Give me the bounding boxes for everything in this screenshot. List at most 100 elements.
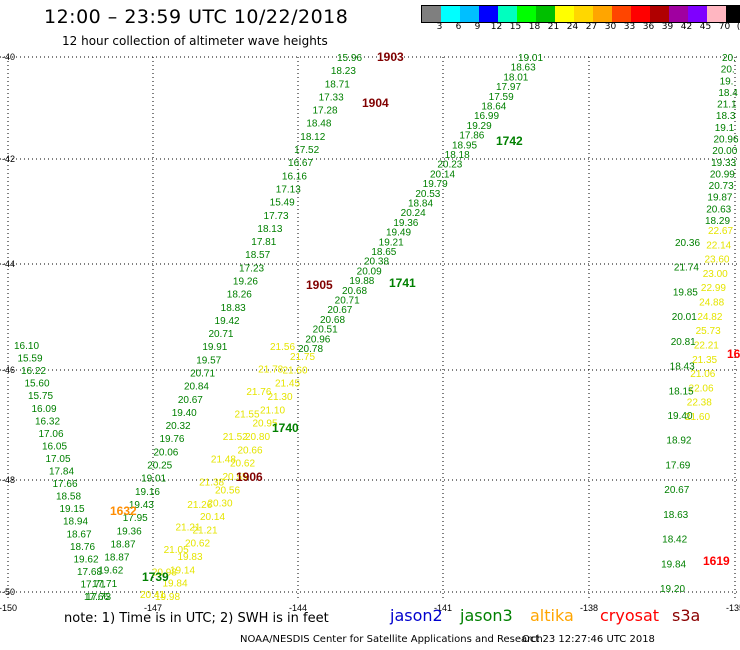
legend-swatch — [707, 6, 726, 22]
swh-label: 21.74 — [674, 263, 699, 274]
track-number-label: 1906 — [236, 470, 263, 484]
swh-label: 20.23 — [437, 160, 462, 171]
track-number-label: 1632 — [110, 504, 137, 518]
swh-label: 21.75 — [290, 352, 315, 363]
swh-label: 18.64 — [481, 102, 506, 113]
legend-label: 6 — [455, 22, 462, 32]
swh-label: 18.84 — [408, 199, 433, 210]
swh-label: 17.23 — [239, 263, 264, 274]
swh-label: 20.51 — [313, 325, 338, 336]
swh-label: 15.49 — [270, 198, 295, 209]
legend-jason3: jason3 — [460, 606, 513, 625]
swh-label: 20.71 — [335, 296, 360, 307]
swh-label: 20.73 — [709, 181, 734, 192]
swh-label: 20.25 — [147, 461, 172, 472]
swh-label: 18.42 — [662, 535, 687, 546]
swh-label: 19.76 — [159, 434, 184, 445]
swh-label: 18.95 — [452, 140, 477, 151]
swh-label: 24.88 — [699, 298, 724, 309]
swh-label: 19.21 — [379, 237, 404, 248]
legend-swatch — [498, 6, 517, 22]
swh-label: 18.63 — [663, 510, 688, 521]
legend-label: 45 — [699, 22, 712, 32]
track-number-label: 1740 — [272, 421, 299, 435]
wave-height-labels: 15.96 18.23 18.71 17.33 17.28 18.48 18.12 17.52… — [14, 53, 739, 603]
swh-label: 19.16 — [135, 487, 160, 498]
swh-label: 20.81 — [671, 337, 696, 348]
legend-label: 12 — [490, 22, 503, 32]
legend-swatch — [441, 6, 460, 22]
legend-swatch — [669, 6, 688, 22]
legend-label: 18 — [528, 22, 541, 32]
swh-label: 18.76 — [70, 542, 95, 553]
swh-label: 16.22 — [21, 366, 46, 377]
swh-label: 21.10 — [260, 405, 285, 416]
lat-lon-grid — [0, 56, 740, 600]
swh-label: 16.10 — [14, 341, 39, 352]
swh-label: 19.43 — [129, 500, 154, 511]
swh-label: 19.40 — [668, 411, 693, 422]
lon-tick-label: -147 — [144, 603, 162, 613]
swh-label: 20.96 — [714, 135, 739, 146]
swh-label: 19.36 — [117, 526, 142, 537]
swh-label: 19.87 — [707, 193, 732, 204]
swh-label: 21.55 — [235, 410, 260, 421]
swh-label: 18.26 — [227, 290, 252, 301]
swh-label: 16.67 — [288, 158, 313, 169]
swh-label: 19.29 — [467, 121, 492, 132]
lon-tick-label: -144 — [289, 603, 307, 613]
legend-label: 30 — [604, 22, 617, 32]
swh-label: 19.33 — [711, 158, 736, 169]
swh-label: 15.75 — [28, 391, 53, 402]
swh-label: 20.68 — [320, 315, 345, 326]
swh-label: 21.60 — [685, 412, 710, 423]
legend-swatch — [460, 6, 479, 22]
swh-label: 15.60 — [25, 379, 50, 390]
swh-label: 17.97 — [496, 82, 521, 93]
legend-swatch — [536, 6, 555, 22]
swh-label: 25.73 — [696, 326, 721, 337]
swh-label: 23.60 — [704, 255, 729, 266]
swh-label: 23.00 — [703, 269, 728, 280]
legend-swatch — [612, 6, 631, 22]
swh-label: 19.85 — [673, 287, 698, 298]
swh-label: 17.73 — [86, 592, 111, 603]
swh-label: 20.38 — [364, 257, 389, 268]
swh-label: 18.92 — [666, 436, 691, 447]
swh-label: 18.01 — [503, 72, 528, 83]
swh-label: 21.78 — [258, 365, 283, 376]
swh-label: 21.1 — [717, 100, 737, 111]
swh-label: 18.58 — [56, 492, 81, 503]
swh-label: 18.65 — [371, 247, 396, 258]
swh-label: 19.79 — [423, 179, 448, 190]
lat-tick-label: -42 — [2, 154, 15, 164]
swh-label: 19.57 — [196, 355, 221, 366]
swh-label: 18.12 — [300, 132, 325, 143]
swh-label: 19.91 — [202, 342, 227, 353]
swh-label: 17.33 — [319, 92, 344, 103]
swh-label: 22.38 — [687, 398, 712, 409]
track-number-label: 1619 — [703, 554, 730, 568]
swh-label: 20.80 — [245, 432, 270, 443]
swh-label: 21.06 — [690, 369, 715, 380]
swh-label: 17.66 — [84, 592, 109, 603]
swh-label: 21.52 — [223, 432, 248, 443]
swh-label: 18.83 — [221, 303, 246, 314]
swh-label: 17.06 — [39, 429, 64, 440]
swh-label: 15.59 — [18, 354, 43, 365]
swh-label: 19.62 — [98, 566, 123, 577]
swh-label: 19.83 — [178, 552, 203, 563]
swh-label: 17.73 — [264, 211, 289, 222]
legend-s3a: s3a — [672, 606, 701, 625]
legend-swatch — [574, 6, 593, 22]
swh-label: 17.28 — [313, 106, 338, 117]
swh-label: 20.56 — [215, 485, 240, 496]
swh-label: 20.63 — [706, 204, 731, 215]
swh-label: 19.26 — [233, 276, 258, 287]
lon-tick-label: -141 — [434, 603, 452, 613]
swh-label: 22.99 — [701, 283, 726, 294]
swh-label: 18.57 — [245, 250, 270, 261]
swh-label: 21.26 — [187, 500, 212, 511]
footer-note: note: 1) Time is in UTC; 2) SWH is in fe… — [64, 611, 329, 626]
